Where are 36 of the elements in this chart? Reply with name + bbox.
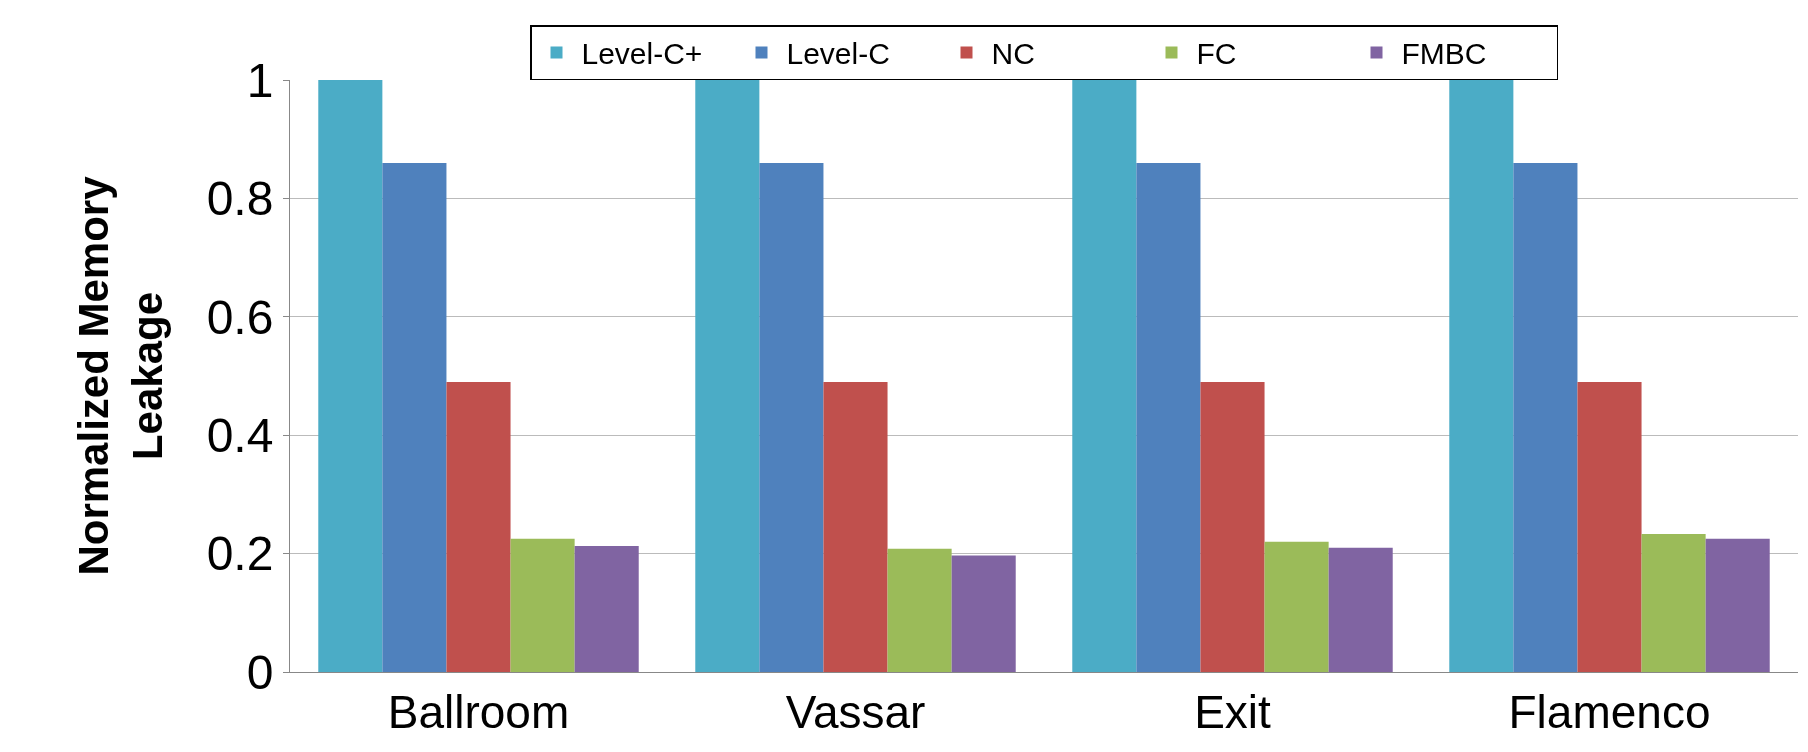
bar (1641, 534, 1706, 672)
bar (510, 538, 575, 672)
bar (887, 548, 952, 672)
x-tick-label: Vassar (785, 686, 926, 739)
legend-label: FC (1196, 37, 1237, 71)
bar (951, 555, 1016, 672)
bar (1705, 538, 1770, 672)
bar (1200, 381, 1265, 672)
x-tick-label: Flamenco (1508, 686, 1711, 739)
bar (574, 545, 639, 672)
bar (1449, 80, 1514, 672)
y-tick-label: 0.2 (206, 527, 274, 581)
bar (1136, 162, 1201, 672)
y-tick-label: 0 (246, 645, 274, 699)
y-tick-label: 0.4 (206, 409, 274, 462)
bar (1264, 541, 1329, 672)
bar (1328, 547, 1393, 672)
bar (446, 381, 511, 672)
bar (823, 381, 888, 672)
y-tick-label: 0.6 (206, 290, 274, 344)
x-tick-label: Exit (1194, 686, 1272, 739)
legend-label: FMBC (1401, 37, 1487, 71)
x-tick-label: Ballroom (387, 686, 570, 739)
y-axis-title: Normalized Memory Leakage (69, 175, 172, 576)
y-tick-label: 1 (246, 53, 274, 107)
bar (759, 162, 824, 672)
legend-label: Level-C+ (581, 37, 703, 71)
legend-label: Level-C (786, 37, 890, 71)
bar (318, 80, 383, 672)
bar (1072, 80, 1137, 672)
bar (382, 162, 447, 672)
bar (1513, 162, 1578, 672)
bar (1577, 381, 1642, 672)
legend-label: NC (991, 37, 1035, 71)
bar (695, 80, 760, 672)
y-tick-label: 0.8 (206, 172, 274, 226)
